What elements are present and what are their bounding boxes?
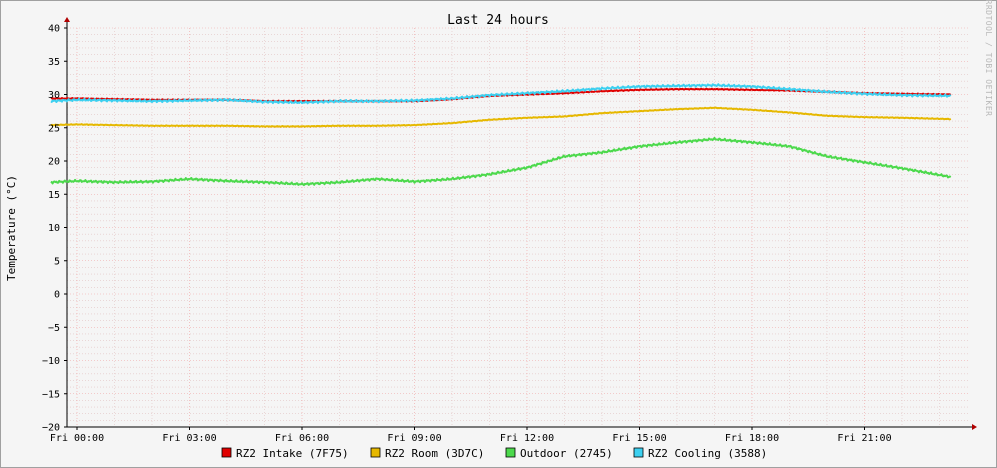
y-tick-label: 35: [48, 57, 60, 68]
x-tick-label: Fri 06:00: [275, 433, 329, 444]
series-line: [50, 136, 952, 187]
x-tick-label: Fri 21:00: [837, 433, 891, 444]
legend-label: RZ2 Cooling (3588): [648, 447, 767, 460]
x-tick-label: Fri 15:00: [612, 433, 666, 444]
y-axis-label: Temperature (°C): [5, 175, 18, 281]
series-line: [50, 106, 952, 128]
series-group: [50, 83, 952, 187]
y-ticks: 40 35 30 25 20 15 10 5 0 −5 −10 −15 −20: [42, 24, 67, 434]
axes: [64, 17, 977, 430]
legend-swatch: [633, 447, 644, 458]
y-tick-label: 5: [54, 256, 60, 267]
x-axis-arrow: [972, 424, 977, 430]
legend-label: RZ2 Room (3D7C): [385, 447, 484, 460]
x-tick-label: Fri 00:00: [50, 433, 104, 444]
legend-swatch: [221, 447, 232, 458]
x-tick-label: Fri 12:00: [500, 433, 554, 444]
y-tick-label: 25: [48, 123, 60, 134]
y-tick-label: 20: [48, 157, 60, 168]
legend-label: RZ2 Intake (7F75): [236, 447, 349, 460]
x-tick-label: Fri 03:00: [162, 433, 216, 444]
y-tick-label: 0: [54, 290, 60, 301]
chart-title: Last 24 hours: [447, 13, 549, 28]
x-ticks: Fri 00:00 Fri 03:00 Fri 06:00 Fri 09:00 Fri …: [50, 427, 892, 444]
y-tick-label: −20: [42, 423, 60, 434]
x-tick-label: Fri 18:00: [725, 433, 779, 444]
y-tick-label: −10: [42, 356, 60, 367]
x-tick-label: Fri 09:00: [387, 433, 441, 444]
series-line: [50, 83, 952, 105]
y-tick-label: 10: [48, 223, 60, 234]
y-tick-label: 15: [48, 190, 60, 201]
grid: [67, 27, 968, 428]
y-tick-label: −5: [48, 323, 60, 334]
y-tick-label: 40: [48, 24, 60, 35]
y-tick-label: −15: [42, 389, 60, 400]
legend: RZ2 Intake (7F75) RZ2 Room (3D7C) Outdoor …: [221, 447, 767, 460]
legend-label: Outdoor (2745): [520, 447, 613, 460]
legend-swatch: [505, 447, 516, 458]
watermark: RRDTOOL / TOBI OETIKER: [984, 0, 993, 116]
y-axis-arrow: [64, 17, 70, 22]
y-tick-label: 30: [48, 90, 60, 101]
legend-swatch: [370, 447, 381, 458]
